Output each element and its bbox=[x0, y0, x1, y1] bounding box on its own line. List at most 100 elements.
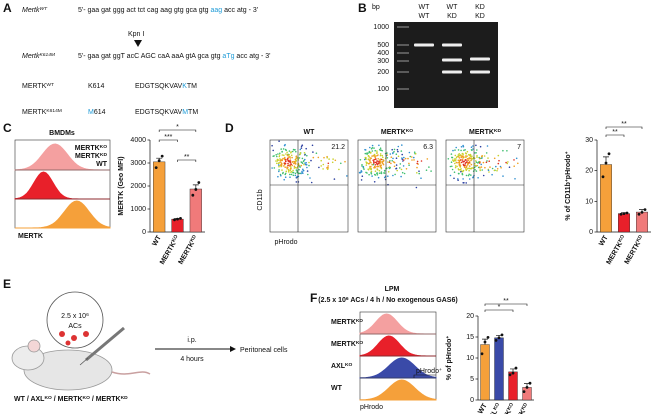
event-dot bbox=[460, 156, 463, 159]
event-dot bbox=[311, 144, 314, 147]
event-dot bbox=[467, 159, 470, 161]
text-part: + bbox=[565, 151, 570, 154]
event-dot bbox=[287, 164, 289, 167]
significance-label: ** bbox=[503, 298, 509, 305]
text-part: MERTK bbox=[331, 319, 356, 326]
event-dot bbox=[451, 156, 453, 159]
event-dot bbox=[369, 159, 372, 161]
significance-label: * bbox=[498, 304, 501, 311]
lane-label: KD bbox=[475, 13, 485, 20]
event-dot bbox=[502, 175, 504, 177]
event-dot bbox=[380, 166, 383, 169]
text-part: K614 bbox=[88, 83, 104, 90]
event-dot bbox=[479, 166, 481, 169]
event-dot bbox=[459, 154, 462, 156]
event-dot bbox=[481, 155, 484, 157]
event-dot bbox=[302, 172, 304, 174]
data-point bbox=[497, 336, 501, 340]
event-dot bbox=[280, 174, 282, 177]
bar bbox=[494, 337, 504, 401]
text-part: EDGTSQKVAV bbox=[135, 83, 183, 90]
event-dot bbox=[296, 176, 299, 178]
event-dot bbox=[408, 151, 411, 154]
event-dot bbox=[365, 162, 368, 164]
event-dot bbox=[282, 148, 285, 150]
event-dot bbox=[293, 149, 295, 151]
event-dot bbox=[471, 155, 473, 157]
event-dot bbox=[382, 163, 385, 166]
event-dot bbox=[295, 169, 298, 171]
event-dot bbox=[395, 164, 398, 166]
text-part: AXL bbox=[486, 408, 499, 414]
event-dot bbox=[315, 152, 318, 154]
significance-label: ** bbox=[621, 121, 627, 128]
event-dot bbox=[387, 171, 390, 173]
event-dot bbox=[369, 161, 372, 163]
event-dot bbox=[320, 165, 323, 167]
event-dot bbox=[364, 148, 366, 151]
event-dot bbox=[473, 166, 476, 169]
event-dot bbox=[459, 165, 462, 167]
plot-frame bbox=[269, 139, 349, 233]
event-dot bbox=[310, 181, 313, 184]
event-dot bbox=[294, 172, 297, 175]
histogram bbox=[359, 379, 437, 401]
event-dot bbox=[457, 178, 459, 180]
event-dot bbox=[468, 178, 471, 180]
event-dot bbox=[376, 174, 379, 176]
event-dot bbox=[376, 152, 379, 154]
event-dot bbox=[416, 172, 418, 174]
event-dot bbox=[403, 156, 405, 159]
event-dot bbox=[301, 157, 304, 160]
event-dot bbox=[380, 171, 383, 173]
event-dot bbox=[386, 157, 389, 159]
event-dot bbox=[454, 149, 456, 151]
event-dot bbox=[369, 152, 372, 154]
event-dot bbox=[464, 167, 467, 169]
data-point bbox=[157, 159, 161, 163]
event-dot bbox=[332, 158, 334, 160]
event-dot bbox=[506, 162, 509, 165]
syringe bbox=[85, 326, 125, 362]
event-dot bbox=[383, 172, 385, 174]
axis-label: pHrodo bbox=[275, 239, 298, 246]
event-dot bbox=[344, 160, 346, 163]
dna-sequence: 5'- gaa gat ggg act tct cag aag gtg gca … bbox=[78, 7, 258, 14]
event-dot bbox=[395, 157, 398, 159]
event-dot bbox=[394, 173, 396, 176]
event-dot bbox=[288, 154, 291, 156]
event-dot bbox=[451, 159, 454, 161]
cell bbox=[59, 331, 65, 337]
event-dot bbox=[453, 177, 455, 180]
event-dot bbox=[381, 158, 383, 161]
event-dot bbox=[475, 170, 478, 172]
y-tick-label: 10 bbox=[585, 198, 593, 205]
text-part: 6 bbox=[346, 296, 349, 302]
event-dot bbox=[334, 159, 337, 162]
event-dot bbox=[508, 166, 511, 168]
event-dot bbox=[287, 157, 289, 160]
event-dot bbox=[374, 164, 377, 166]
event-dot bbox=[372, 155, 375, 157]
y-tick-label: 0 bbox=[142, 229, 146, 236]
event-dot bbox=[346, 175, 348, 177]
histogram-label: WT bbox=[331, 385, 343, 392]
y-tick-label: 20 bbox=[466, 313, 474, 320]
event-dot bbox=[468, 160, 471, 163]
event-dot bbox=[462, 164, 465, 166]
text-part: KO bbox=[406, 128, 414, 134]
event-dot bbox=[488, 160, 491, 162]
panel-letter: D bbox=[225, 121, 234, 135]
event-dot bbox=[468, 167, 470, 169]
event-dot bbox=[497, 162, 500, 165]
event-dot bbox=[300, 164, 303, 167]
event-dot bbox=[322, 168, 324, 170]
event-dot bbox=[361, 165, 363, 167]
event-dot bbox=[506, 150, 508, 152]
event-dot bbox=[377, 154, 379, 156]
text-part: acc atg - 3' bbox=[222, 7, 258, 14]
text-part: KO bbox=[44, 395, 52, 401]
event-dot bbox=[495, 165, 497, 168]
event-dot bbox=[469, 157, 472, 160]
text-part: KD bbox=[635, 233, 644, 243]
